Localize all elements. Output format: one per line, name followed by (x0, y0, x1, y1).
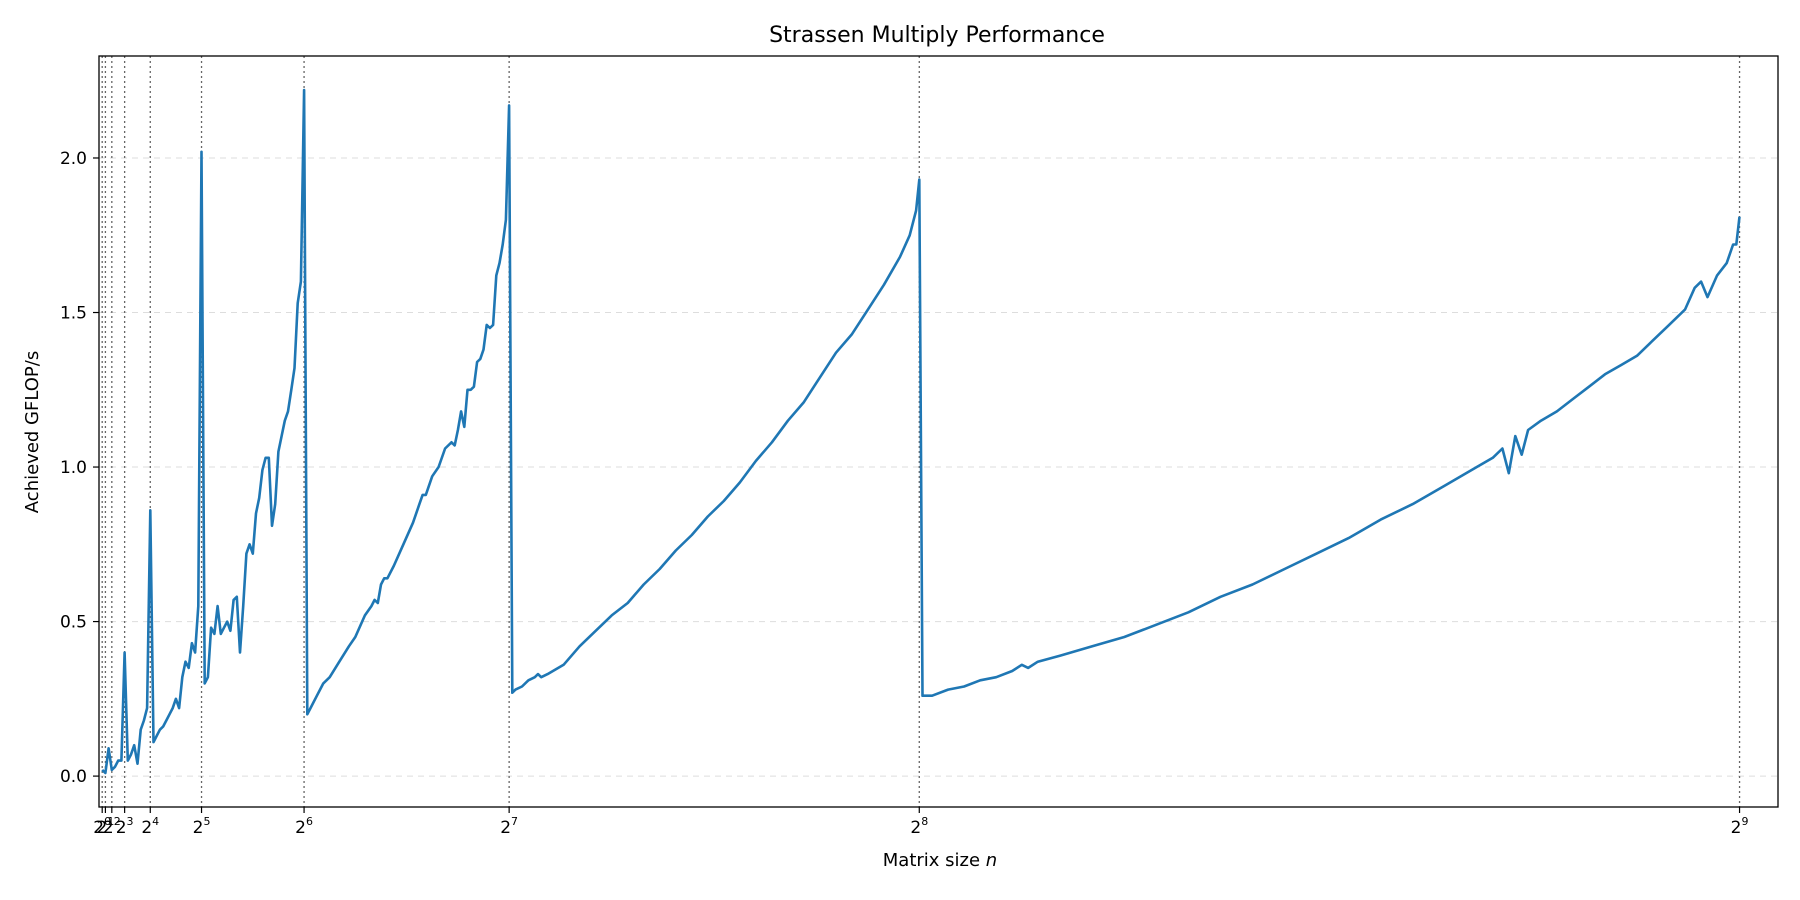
x-tick-label-9: 29 (1731, 815, 1749, 838)
x-axis-label-variable: n (986, 850, 997, 871)
y-axis-label: Achieved GFLOP/s (22, 351, 43, 513)
series-layer (101, 88, 1741, 775)
x-tick-label-5: 25 (193, 815, 211, 838)
y-tick-label-3: 1.5 (60, 304, 87, 324)
x-tick-label-6: 26 (295, 815, 313, 838)
chart-title: Strassen Multiply Performance (769, 23, 1105, 48)
x-axis-label: Matrix size n (883, 850, 997, 871)
x-tick-label-2: 22 (103, 815, 121, 838)
y-tick-label-0: 0.0 (60, 767, 87, 787)
x-axis-label-prefix: Matrix size (883, 850, 986, 871)
x-tick-label-4: 24 (141, 815, 159, 838)
grid-lines (99, 157, 1778, 777)
series-line-0 (101, 88, 1741, 775)
y-tick-label-1: 0.5 (60, 613, 87, 633)
x-tick-label-8: 28 (910, 815, 928, 838)
y-tick-label-4: 2.0 (60, 149, 87, 169)
y-tick-label-2: 1.0 (60, 458, 87, 478)
y-axis: 0.0 0.5 1.0 1.5 2.0 (60, 149, 99, 787)
x-tick-label-0: 20 (93, 815, 111, 838)
x-tick-label-3: 23 (116, 815, 134, 838)
x-tick-label-7: 27 (500, 815, 518, 838)
plot-frame (98, 55, 1779, 808)
x-tick-label-1: 21 (96, 815, 114, 838)
